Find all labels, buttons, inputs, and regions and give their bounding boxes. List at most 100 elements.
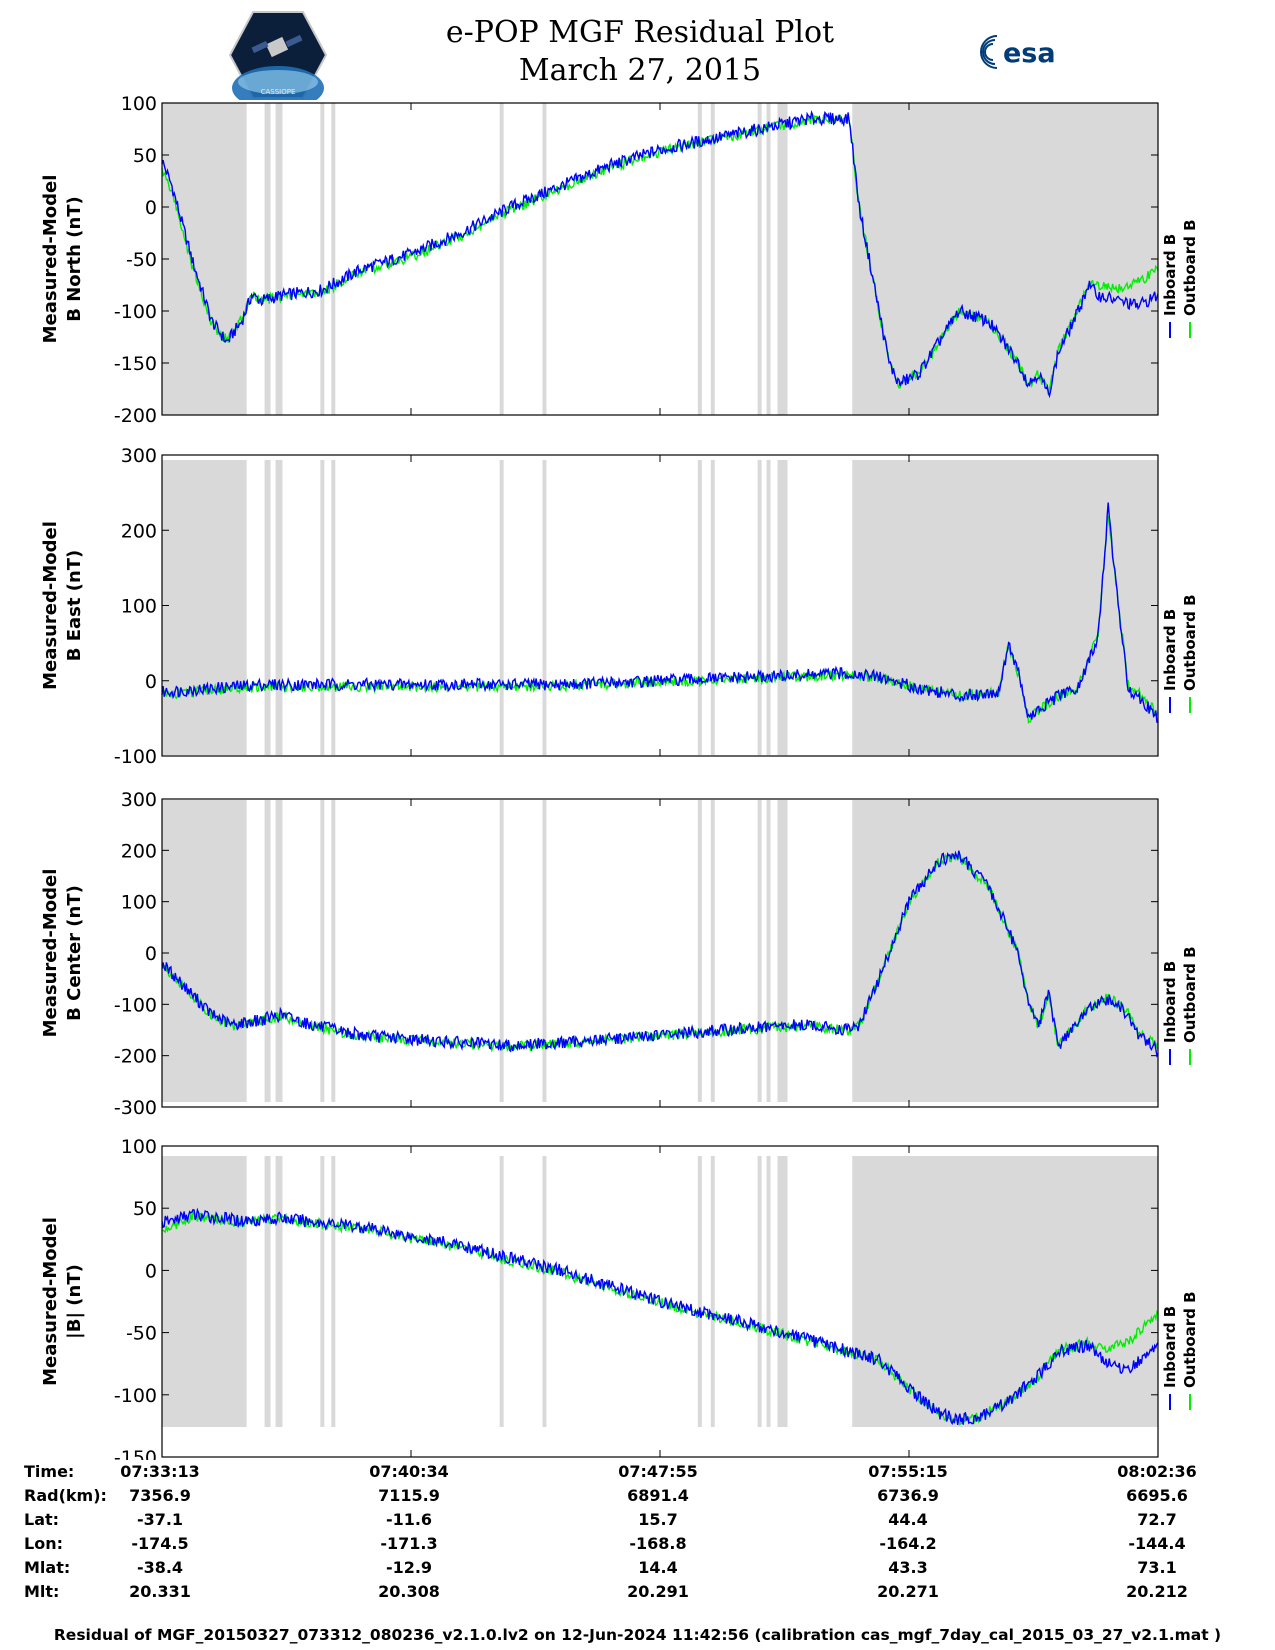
info-label-mlat: Mlat: — [24, 1558, 71, 1577]
info-cell: -164.2 — [879, 1534, 937, 1553]
cassiope-logo: CASSIOPE — [228, 11, 328, 100]
info-label-rad: Rad(km): — [24, 1486, 107, 1505]
plot-title-line1: e-POP MGF Residual Plot — [445, 15, 835, 50]
shaded-interval — [852, 460, 1158, 755]
y-tick-label: 100 — [121, 596, 157, 618]
y-tick-label: -50 — [126, 249, 157, 271]
y-axis-label: B North (nT) — [64, 196, 85, 322]
info-cell: 14.4 — [638, 1558, 678, 1577]
shaded-interval — [162, 1156, 247, 1427]
series-line-inboard — [161, 110, 1159, 399]
shaded-interval — [777, 103, 788, 415]
y-tick-label: -200 — [114, 405, 157, 427]
info-cell: 20.271 — [877, 1582, 939, 1601]
shaded-interval — [162, 460, 247, 755]
info-cell: 7356.9 — [129, 1486, 191, 1505]
shaded-interval — [766, 800, 771, 1102]
shaded-interval — [852, 103, 1158, 415]
shaded-interval — [162, 800, 247, 1102]
info-cell: 15.7 — [638, 1510, 678, 1529]
y-tick-label: -200 — [114, 1046, 157, 1068]
y-axis-label: B Center (nT) — [64, 885, 85, 1021]
info-label-time: Time: — [24, 1462, 75, 1481]
y-tick-label: 300 — [121, 789, 157, 811]
y-tick-label: -50 — [126, 1323, 157, 1345]
y-axis-label: B East (nT) — [64, 550, 85, 662]
info-row-mlt: Mlt: 20.331 20.308 20.291 20.271 20.212 — [0, 1582, 1275, 1606]
shaded-interval — [499, 103, 504, 415]
legend-label-outboard: Outboard B — [1181, 594, 1199, 691]
info-label-lon: Lon: — [24, 1534, 63, 1553]
y-tick-label: 0 — [145, 197, 157, 219]
shaded-interval — [766, 103, 771, 415]
y-tick-label: 0 — [145, 671, 157, 693]
axes-frame — [161, 102, 1159, 416]
y-tick-label: -100 — [114, 1385, 157, 1407]
info-cell: 07:33:13 — [120, 1462, 200, 1481]
y-tick-label: -150 — [114, 1447, 157, 1460]
shaded-interval — [710, 103, 715, 415]
info-label-mlt: Mlt: — [24, 1582, 60, 1601]
shaded-interval — [264, 1156, 271, 1427]
info-cell: 20.308 — [378, 1582, 440, 1601]
y-axis-label: Measured-Model — [40, 1217, 61, 1386]
legend-label-inboard: Inboard B — [1161, 234, 1179, 316]
y-tick-label: 200 — [121, 840, 157, 862]
shaded-interval — [499, 460, 504, 755]
shaded-interval — [264, 103, 271, 415]
shaded-interval — [331, 460, 336, 755]
info-cell: 07:47:55 — [618, 1462, 698, 1481]
footer-caption: Residual of MGF_20150327_073312_080236_v… — [53, 1626, 1222, 1644]
info-cell: 20.291 — [627, 1582, 689, 1601]
y-axis-label: |B| (nT) — [64, 1264, 85, 1339]
chart-panel: 300 200 100 0 -100 Measured-Model B East (nT) I… — [40, 445, 1199, 768]
info-cell: -37.1 — [136, 1510, 184, 1529]
legend-label-inboard: Inboard B — [1161, 609, 1179, 691]
y-tick-label: 0 — [145, 1260, 157, 1282]
info-cell: -38.4 — [136, 1558, 184, 1577]
shaded-interval — [162, 103, 247, 415]
legend-label-outboard: Outboard B — [1181, 946, 1199, 1043]
cassiope-logo-text: CASSIOPE — [261, 88, 296, 96]
info-cell: 08:02:36 — [1117, 1462, 1197, 1481]
shaded-interval — [777, 800, 788, 1102]
info-row-lat: Lat: -37.1 -11.6 15.7 44.4 72.7 — [0, 1510, 1275, 1534]
shaded-interval — [331, 1156, 336, 1427]
info-cell: 6891.4 — [627, 1486, 689, 1505]
y-tick-label: -100 — [114, 994, 157, 1016]
shaded-interval — [697, 103, 702, 415]
y-tick-label: -300 — [114, 1097, 157, 1119]
info-cell: 43.3 — [888, 1558, 928, 1577]
orbit-info-table: Time: 07:33:13 07:40:34 07:47:55 07:55:1… — [0, 1462, 1275, 1622]
shaded-interval — [766, 460, 771, 755]
shaded-interval — [499, 1156, 504, 1427]
y-tick-label: -100 — [114, 301, 157, 323]
shaded-interval — [710, 460, 715, 755]
shaded-interval — [320, 103, 325, 415]
chart-panel: 300 200 100 0 -100 -200 -300 Measured-Model B Ce… — [40, 789, 1199, 1119]
info-cell: 07:40:34 — [369, 1462, 449, 1481]
chart-panel: 100 50 0 -50 -100 -150 Measured-Model |B| (nT) I… — [40, 1136, 1199, 1460]
shaded-interval — [264, 800, 271, 1102]
shaded-interval — [320, 1156, 325, 1427]
shaded-interval — [542, 460, 547, 755]
info-cell: 6695.6 — [1126, 1486, 1188, 1505]
y-tick-label: 100 — [121, 892, 157, 914]
y-tick-label: 300 — [121, 445, 157, 467]
shaded-interval — [777, 460, 788, 755]
shaded-interval — [757, 460, 762, 755]
plot-title: e-POP MGF Residual Plot March 27, 2015 — [380, 14, 900, 90]
y-axis-label: Measured-Model — [40, 869, 61, 1038]
y-tick-label: 0 — [145, 943, 157, 965]
shaded-interval — [320, 460, 325, 755]
info-cell: 72.7 — [1137, 1510, 1177, 1529]
info-cell: 7115.9 — [378, 1486, 440, 1505]
shaded-interval — [331, 103, 336, 415]
shaded-interval — [542, 800, 547, 1102]
shaded-interval — [852, 800, 1158, 1102]
shaded-interval — [777, 1156, 788, 1427]
shaded-interval — [275, 800, 283, 1102]
axes-frame — [161, 454, 1159, 757]
info-cell: -144.4 — [1128, 1534, 1186, 1553]
